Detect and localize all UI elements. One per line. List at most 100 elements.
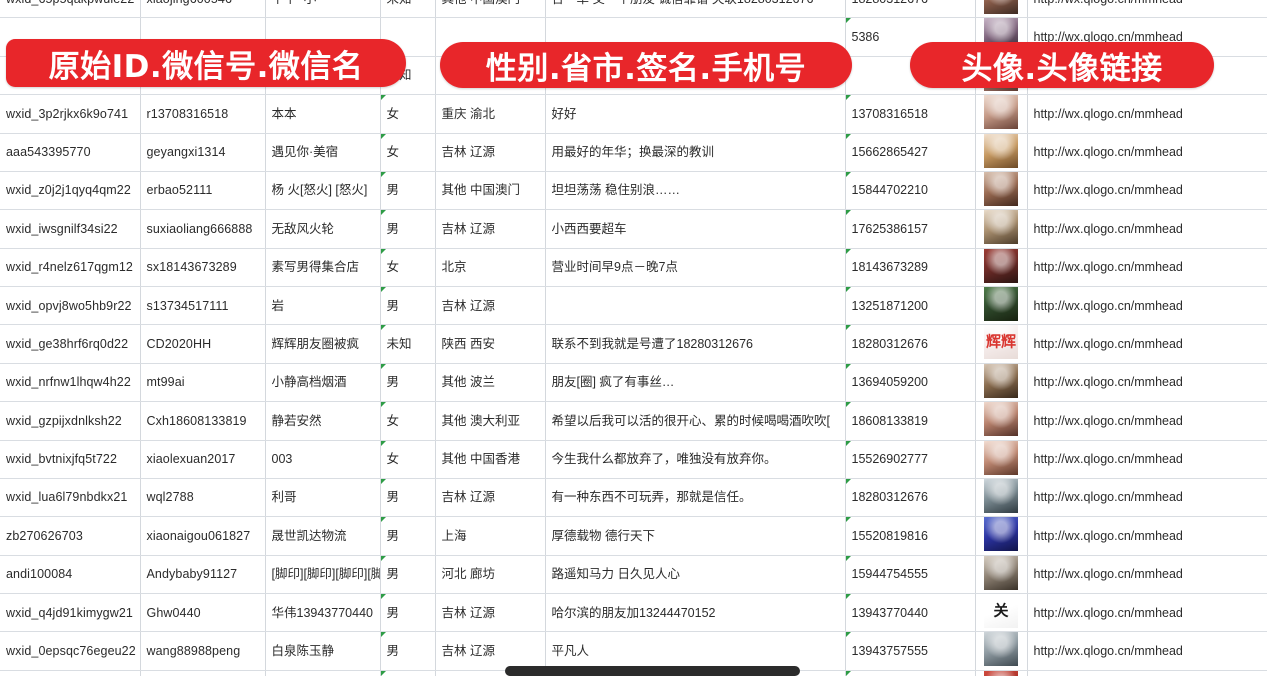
- cell-avatar[interactable]: [975, 94, 1028, 134]
- cell-avatar[interactable]: [975, 516, 1028, 556]
- cell-original-id[interactable]: wxid_bvtnixjfq5t722: [0, 440, 141, 479]
- cell-phone[interactable]: 13943770440: [845, 593, 976, 633]
- cell-original-id[interactable]: wxid_ge38hrf6rq0d22: [0, 324, 141, 364]
- cell-wechat-name[interactable]: 003: [265, 440, 381, 479]
- cell-signature[interactable]: 有一种东西不可玩弄，那就是信任。: [545, 478, 846, 518]
- table-row[interactable]: wxid_nrfnw1lhqw4h22 mt99ai 小静高档烟酒男其他 波兰 朋友[…: [0, 363, 1267, 403]
- cell-wechat-name[interactable]: [脚印][脚印][脚印][脚印]: [265, 555, 381, 595]
- cell-wechat-id[interactable]: r13708316518: [140, 94, 266, 134]
- cell-signature[interactable]: 厚德载物 德行天下: [545, 516, 846, 556]
- cell-original-id[interactable]: wxid_iwsgnilf34si22: [0, 209, 141, 249]
- cell-gender[interactable]: 女: [380, 94, 436, 134]
- cell-avatar[interactable]: [975, 631, 1028, 671]
- cell-original-id[interactable]: wxid_nrfnw1lhqw4h22: [0, 363, 141, 403]
- cell-wechat-name[interactable]: 华伟13943770440: [265, 593, 381, 633]
- cell-original-id[interactable]: wxid_lua6l79nbdkx21: [0, 478, 141, 518]
- cell-province[interactable]: 陕西 西安: [435, 324, 546, 364]
- table-row[interactable]: wxid_r4nelz617qgm12 sx18143673289 素写男得集合店女…: [0, 248, 1267, 288]
- cell-avatar[interactable]: [975, 555, 1028, 595]
- cell-signature[interactable]: 用最好的年华；换最深的教训: [545, 133, 846, 172]
- cell-avatar[interactable]: [975, 248, 1028, 288]
- cell-avatar-url[interactable]: http://wx.qlogo.cn/mmhead: [1027, 171, 1267, 211]
- cell-gender[interactable]: 女: [380, 440, 436, 479]
- cell-avatar-url[interactable]: http://wx.qlogo.cn/mmhead: [1027, 248, 1267, 288]
- cell-province[interactable]: 其他 中国澳门: [435, 171, 546, 211]
- cell-original-id[interactable]: aaa543395770: [0, 133, 141, 172]
- cell-avatar-url[interactable]: http://wx.qlogo.cn/mmhead: [1027, 363, 1267, 403]
- cell-gender[interactable]: 男: [380, 209, 436, 249]
- cell-province[interactable]: 上海: [435, 516, 546, 556]
- cell-phone[interactable]: 15526902777: [845, 440, 976, 479]
- cell-gender[interactable]: 男: [380, 286, 436, 326]
- cell-province[interactable]: 吉林 辽源: [435, 133, 546, 172]
- cell-signature[interactable]: [545, 286, 846, 326]
- table-row[interactable]: wxid_iwsgnilf34si22 suxiaoliang666888 无敌风火…: [0, 209, 1267, 249]
- table-row[interactable]: wxid_opvj8wo5hb9r22 s13734517111 岩男吉林 辽源 13…: [0, 286, 1267, 326]
- cell-avatar[interactable]: [975, 363, 1028, 403]
- cell-wechat-id[interactable]: erbao52111: [140, 171, 266, 211]
- cell-avatar-url[interactable]: http://wx.qlogo.cn/mmhead: [1027, 0, 1267, 19]
- cell-avatar-url[interactable]: http://wx.qlogo.cn/mmhead: [1027, 555, 1267, 595]
- table-row[interactable]: wxid_z0j2j1qyq4qm22 erbao52111 杨 火[怒火] [怒火…: [0, 171, 1267, 211]
- cell-avatar-url[interactable]: http://wx.qlogo.cn/mmhead: [1027, 133, 1267, 172]
- cell-gender[interactable]: 男: [380, 670, 436, 676]
- cell-gender[interactable]: 未知: [380, 0, 436, 19]
- cell-gender[interactable]: 未知: [380, 324, 436, 364]
- cell-gender[interactable]: 女: [380, 401, 436, 441]
- cell-avatar-url[interactable]: http://wx.qlogo.cn/mmhead: [1027, 324, 1267, 364]
- cell-wechat-id[interactable]: wt1554444: [140, 670, 266, 676]
- cell-province[interactable]: 其他 中国澳门: [435, 0, 546, 19]
- cell-avatar-url[interactable]: http://wx.qlogo.cn/mmhead: [1027, 516, 1267, 556]
- cell-phone[interactable]: 13694059200: [845, 363, 976, 403]
- cell-gender[interactable]: 男: [380, 593, 436, 633]
- cell-avatar-url[interactable]: http://wx.qlogo.cn/mmhead: [1027, 440, 1267, 479]
- cell-province[interactable]: 北京: [435, 248, 546, 288]
- cell-wechat-id[interactable]: Andybaby91127: [140, 555, 266, 595]
- cell-phone[interactable]: 13708316518: [845, 94, 976, 134]
- cell-province[interactable]: 其他 中国香港: [435, 440, 546, 479]
- cell-wechat-name[interactable]: 丫丫~小: [265, 0, 381, 19]
- cell-wechat-id[interactable]: wql2788: [140, 478, 266, 518]
- cell-phone[interactable]: 18280312676: [845, 478, 976, 518]
- cell-wechat-name[interactable]: 本本: [265, 94, 381, 134]
- cell-province[interactable]: 其他 波兰: [435, 363, 546, 403]
- cell-original-id[interactable]: wxid_z0j2j1qyq4qm22: [0, 171, 141, 211]
- cell-original-id[interactable]: zb270626703: [0, 516, 141, 556]
- cell-original-id[interactable]: wxid_65p5qakpwuie22: [0, 0, 141, 19]
- cell-wechat-id[interactable]: suxiaoliang666888: [140, 209, 266, 249]
- cell-avatar[interactable]: [975, 478, 1028, 518]
- cell-wechat-name[interactable]: 岩: [265, 286, 381, 326]
- horizontal-scrollbar[interactable]: [0, 664, 1267, 676]
- cell-phone[interactable]: 18280312676: [845, 324, 976, 364]
- table-row[interactable]: wxid_0epsqc76egeu22 wang88988peng 白泉陈玉静男吉林…: [0, 631, 1267, 671]
- cell-phone[interactable]: 18143673289: [845, 248, 976, 288]
- cell-wechat-name[interactable]: 遇见你·美宿: [265, 133, 381, 172]
- cell-avatar[interactable]: [975, 324, 1028, 364]
- cell-province[interactable]: 河北 廊坊: [435, 555, 546, 595]
- table-row[interactable]: aaa543395770 geyangxi1314 遇见你·美宿女吉林 辽源 用最好的…: [0, 133, 1267, 172]
- table-row[interactable]: wxid_q4jd91kimygw21 Ghw0440 华伟13943770440 男…: [0, 593, 1267, 633]
- cell-signature[interactable]: 今生我什么都放弃了，唯独没有放弃你。: [545, 440, 846, 479]
- cell-avatar[interactable]: [975, 670, 1028, 676]
- cell-wechat-name[interactable]: 素写男得集合店: [265, 248, 381, 288]
- cell-signature[interactable]: 哈尔滨的朋友加13244470152: [545, 593, 846, 633]
- cell-avatar[interactable]: [975, 440, 1028, 479]
- cell-phone[interactable]: 15662854498: [845, 670, 976, 676]
- cell-wechat-name[interactable]: 旺源工艺沙发15662854: [265, 670, 381, 676]
- table-row[interactable]: wxid_bvtnixjfq5t722 xiaolexuan2017 003 女其他 …: [0, 440, 1267, 479]
- cell-original-id[interactable]: wxid_opvj8wo5hb9r22: [0, 286, 141, 326]
- cell-signature[interactable]: 小西西要超车: [545, 209, 846, 249]
- cell-phone[interactable]: 18280312676: [845, 0, 976, 19]
- cell-wechat-name[interactable]: 辉辉朋友圈被疯: [265, 324, 381, 364]
- table-row[interactable]: wxid_ge38hrf6rq0d22 CD2020HH 辉辉朋友圈被疯 未知 陕西 西…: [0, 324, 1267, 364]
- cell-avatar[interactable]: [975, 0, 1028, 19]
- cell-wechat-id[interactable]: xiaonaigou061827: [140, 516, 266, 556]
- cell-original-id[interactable]: wxid_3p2rjkx6k9o741: [0, 94, 141, 134]
- cell-wechat-id[interactable]: mt99ai: [140, 363, 266, 403]
- cell-phone[interactable]: 18608133819: [845, 401, 976, 441]
- cell-signature[interactable]: 好好: [545, 94, 846, 134]
- cell-avatar-url[interactable]: http://wx.qlogo.cn/mmhead: [1027, 478, 1267, 518]
- table-row[interactable]: wxid_gzpijxdnlksh22 Cxh18608133819 静若安然女其他…: [0, 401, 1267, 441]
